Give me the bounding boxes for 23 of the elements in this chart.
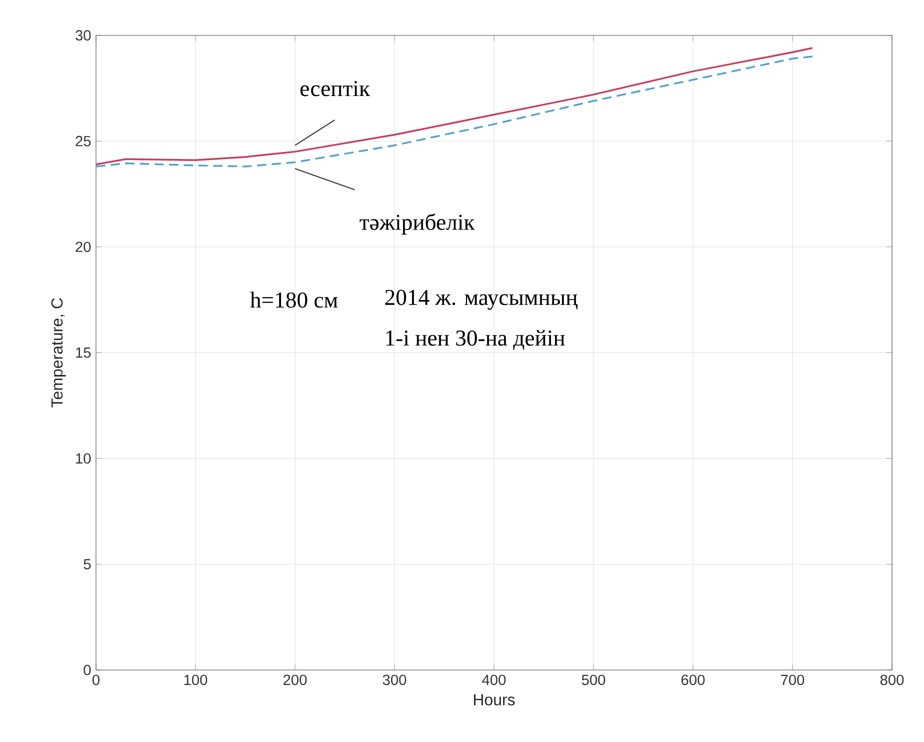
x-tick-label: 300	[382, 674, 406, 686]
y-tick-label: 5	[84, 559, 91, 570]
x-axis-title: Hours	[474, 694, 515, 706]
annotation: 1-і нен 30-на дейін	[386, 330, 565, 350]
x-tick-label: 200	[284, 674, 307, 686]
x-tick-label: 400	[482, 674, 506, 686]
y-axis-title: Temperature, C	[51, 298, 66, 408]
x-tick-label: 100	[184, 674, 208, 686]
x-tick-label: 600	[682, 674, 705, 686]
y-tick-label: 15	[76, 348, 91, 358]
y-tick-label: 20	[76, 242, 91, 252]
annotation: h=180 см	[250, 292, 338, 308]
series-label: есептік	[300, 80, 370, 96]
y-tick-label: 25	[76, 136, 91, 146]
y-tick-label: 0	[84, 664, 91, 676]
annotation: 2014 ж. маусымның	[385, 290, 578, 310]
x-tick-label: 800	[880, 674, 904, 686]
text: тәжірибелік	[360, 214, 475, 235]
x-tick-label: 700	[781, 674, 804, 686]
y-tick-label: 30	[76, 30, 91, 41]
x-tick-label: 0	[92, 674, 100, 686]
y-tick-label: 10	[76, 453, 91, 464]
x-tick-label: 500	[582, 674, 606, 686]
